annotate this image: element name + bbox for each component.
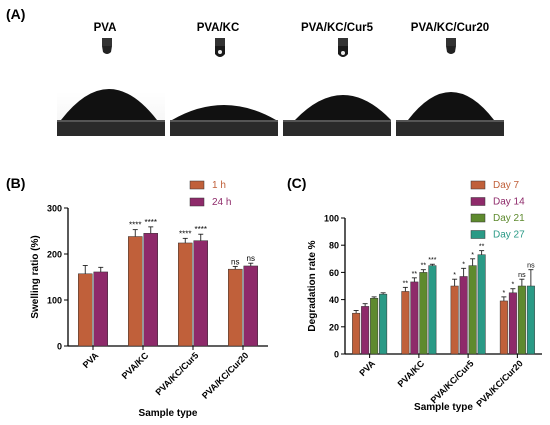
- bar-24-h-pva: [93, 271, 108, 347]
- x-tick-label-pva-kc-cur20: PVA/KC/Cur20: [200, 350, 250, 400]
- sample-label-pva-kc-cur5: PVA/KC/Cur5: [301, 22, 373, 34]
- significance-label: ns: [231, 257, 239, 266]
- x-axis-label: Sample type: [139, 408, 198, 419]
- x-tick-label-pva: PVA: [357, 358, 377, 378]
- bar-1-h-pva-kc-cur5: [178, 242, 193, 347]
- bar-day-7-pva: [352, 312, 361, 355]
- significance-label: ns: [247, 254, 255, 263]
- bar-day-14-pva-kc-cur20: [508, 292, 517, 355]
- legend-swatch-day-27: [470, 230, 486, 239]
- y-tick-label-80: 80: [329, 241, 339, 251]
- panel-b-label: (B): [6, 175, 26, 191]
- bar-day-7-pva-kc-cur5: [450, 285, 459, 355]
- bar-day-7-pva-kc-cur20: [499, 300, 508, 355]
- significance-label: ****: [129, 221, 141, 230]
- significance-label: *: [512, 282, 515, 289]
- x-tick-label-pva-kc-cur5: PVA/KC/Cur5: [154, 350, 201, 397]
- panel-c-label: (C): [287, 175, 307, 191]
- droplet-image-pva-kc-cur5: [283, 38, 391, 136]
- y-tick-label-20: 20: [329, 322, 339, 332]
- bar-24-h-pva-kc: [143, 233, 158, 347]
- sample-label-pva-kc: PVA/KC: [196, 22, 240, 34]
- legend-swatch-day-14: [470, 197, 486, 206]
- bar-day-14-pva: [361, 306, 370, 355]
- y-tick-label-60: 60: [329, 268, 339, 278]
- sample-label-pva: PVA: [93, 22, 117, 34]
- bar-day-14-pva-kc-cur5: [459, 276, 468, 355]
- bar-day-27-pva-kc: [428, 265, 437, 355]
- legend-swatch-24-h: [189, 197, 205, 207]
- bar-day-21-pva: [370, 297, 379, 355]
- bar-24-h-pva-kc-cur5: [193, 240, 208, 347]
- legend-label-day-21: Day 21: [493, 213, 525, 224]
- x-tick-label-pva-kc: PVA/KC: [120, 350, 151, 381]
- significance-label: **: [412, 271, 418, 278]
- bar-1-h-pva-kc: [128, 236, 143, 347]
- droplet-image-pva: [57, 38, 165, 136]
- significance-label: ***: [428, 257, 436, 264]
- significance-label: **: [479, 244, 485, 251]
- y-tick-label-40: 40: [329, 295, 339, 305]
- y-tick-label-100: 100: [324, 214, 339, 224]
- significance-label: **: [403, 280, 409, 287]
- x-tick-label-pva-kc-cur20: PVA/KC/Cur20: [474, 358, 524, 408]
- legend-label-day-7: Day 7: [493, 180, 520, 191]
- significance-label: *: [503, 290, 506, 297]
- bar-day-27-pva: [379, 293, 388, 355]
- significance-label: ****: [145, 218, 157, 227]
- x-tick-label-pva: PVA: [81, 350, 101, 370]
- significance-label: ****: [195, 225, 207, 234]
- y-tick-label-100: 100: [47, 296, 62, 306]
- panel-a-label: (A): [6, 6, 26, 22]
- bar-day-21-pva-kc-cur5: [468, 265, 477, 355]
- bar-1-h-pva-kc-cur20: [228, 268, 243, 347]
- y-tick-label-200: 200: [47, 250, 62, 260]
- significance-label: *: [462, 261, 465, 268]
- bar-24-h-pva-kc-cur20: [243, 265, 258, 347]
- y-axis-label: Degradation rate %: [307, 240, 318, 331]
- bar-day-27-pva-kc-cur20: [526, 285, 535, 355]
- significance-label: ****: [179, 229, 191, 238]
- bar-day-21-pva-kc: [419, 272, 428, 355]
- significance-label: ns: [518, 272, 526, 279]
- legend-label-24-h: 24 h: [212, 197, 231, 208]
- x-axis-label: Sample type: [414, 402, 473, 413]
- bar-day-21-pva-kc-cur20: [517, 285, 526, 355]
- droplet-image-pva-kc-cur20: [396, 38, 504, 136]
- droplet-image-pva-kc: [170, 38, 278, 136]
- legend-swatch-day-21: [470, 213, 486, 223]
- y-tick-label-0: 0: [334, 350, 339, 360]
- significance-label: *: [471, 252, 474, 259]
- bar-day-14-pva-kc: [410, 281, 419, 355]
- significance-label: ns: [527, 263, 535, 270]
- x-tick-label-pva-kc-cur5: PVA/KC/Cur5: [429, 358, 476, 405]
- bar-day-27-pva-kc-cur5: [477, 254, 486, 355]
- y-tick-label-300: 300: [47, 204, 62, 214]
- sample-label-pva-kc-cur20: PVA/KC/Cur20: [410, 22, 490, 34]
- bar-1-h-pva: [78, 273, 93, 347]
- chart-swelling-ratio: 0 100 200 300 Swelling ratio (%) PVA **** **** P…: [30, 180, 268, 419]
- significance-label: **: [421, 263, 427, 270]
- legend-label-day-14: Day 14: [493, 197, 525, 208]
- y-tick-label-0: 0: [57, 342, 62, 352]
- significance-label: *: [453, 272, 456, 279]
- x-tick-label-pva-kc: PVA/KC: [396, 358, 427, 389]
- legend-swatch-1-h: [189, 180, 205, 190]
- legend-swatch-day-7: [470, 180, 486, 190]
- bar-day-7-pva-kc: [401, 291, 410, 355]
- legend-label-day-27: Day 27: [493, 230, 525, 241]
- y-axis-label: Swelling ratio (%): [30, 235, 41, 318]
- legend-label-1-h: 1 h: [212, 180, 226, 191]
